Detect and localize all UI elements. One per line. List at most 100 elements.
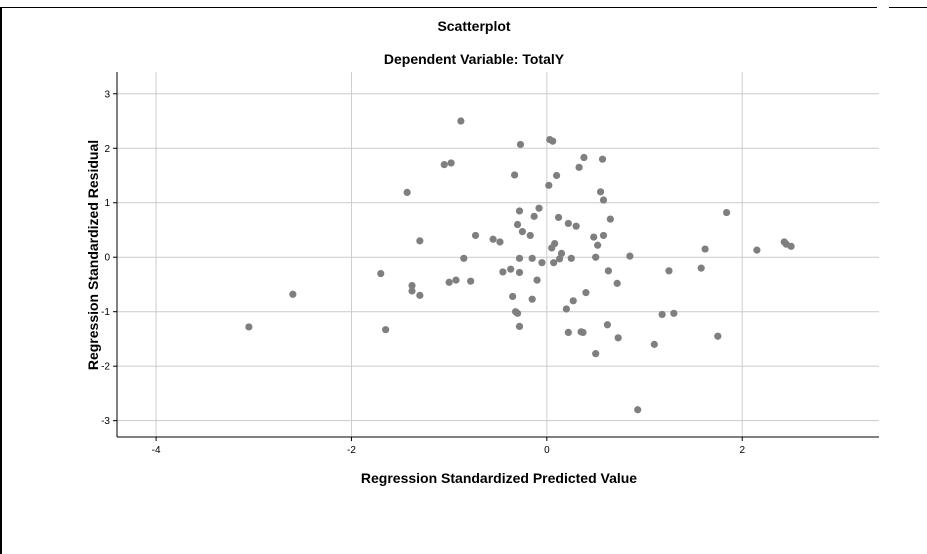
scatter-point xyxy=(408,287,416,295)
scatter-point xyxy=(528,254,536,262)
scatter-point xyxy=(245,323,253,331)
scatter-point xyxy=(515,254,524,262)
scatter-point xyxy=(377,269,385,278)
scatter-point xyxy=(489,235,497,243)
scatter-point xyxy=(592,253,600,261)
scatter-point xyxy=(530,212,538,220)
scatter-point xyxy=(572,222,580,230)
y-tick-label: -3 xyxy=(101,416,110,427)
scatter-point xyxy=(513,220,522,229)
scatter-point xyxy=(511,171,519,179)
scatter-point xyxy=(545,181,553,189)
scatter-point xyxy=(538,259,546,267)
scatter-point xyxy=(513,309,522,317)
scatter-point xyxy=(634,406,642,414)
scatter-point xyxy=(603,321,612,329)
scatter-point xyxy=(382,326,390,334)
y-tick-label: 2 xyxy=(104,144,110,155)
scatter-point xyxy=(594,241,602,249)
scatter-point xyxy=(613,279,621,287)
scatter-point xyxy=(457,117,465,125)
scatter-point xyxy=(535,204,543,212)
scatter-point xyxy=(460,254,468,262)
scatter-point xyxy=(507,265,515,273)
scatter-point xyxy=(553,171,561,180)
scatter-point xyxy=(697,264,705,272)
scatter-point xyxy=(596,188,605,196)
scatter-point xyxy=(590,233,598,241)
scatter-point xyxy=(650,340,658,348)
scatter-point xyxy=(496,238,504,246)
scatter-point xyxy=(604,267,612,275)
scatter-point xyxy=(567,254,575,262)
chart-title: Scatterplot xyxy=(437,18,510,34)
scatter-point xyxy=(515,268,524,277)
scatter-point xyxy=(658,310,666,319)
scatter-point xyxy=(554,213,563,222)
scatter-point xyxy=(592,350,600,358)
scatter-point xyxy=(665,267,673,275)
x-tick-label: -2 xyxy=(347,445,356,456)
scatter-point xyxy=(403,188,411,196)
scatter-point xyxy=(528,295,536,303)
scatter-point xyxy=(614,334,622,342)
scatter-point xyxy=(516,140,525,149)
scatter-point xyxy=(515,207,524,215)
scatter-point xyxy=(467,277,475,285)
scatter-point xyxy=(440,161,448,169)
y-tick-label: 1 xyxy=(104,198,110,209)
scatter-point xyxy=(416,237,424,245)
scatter-point xyxy=(580,153,588,162)
frame-left-border xyxy=(0,7,2,554)
scatter-point xyxy=(599,231,608,240)
scatter-point xyxy=(499,268,507,276)
scatter-point xyxy=(289,290,297,298)
scatter-point xyxy=(445,278,453,286)
scatter-point xyxy=(452,276,460,284)
scatter-point xyxy=(701,245,709,253)
y-axis-ticks: -3 -2 -1 0 1 2 3 xyxy=(101,89,117,427)
scatter-point xyxy=(416,291,424,299)
gridlines xyxy=(117,72,879,437)
scatter-point xyxy=(753,246,761,254)
scatter-point xyxy=(598,155,607,163)
scatter-point xyxy=(626,252,634,260)
scatter-point xyxy=(564,219,572,228)
x-tick-label: 2 xyxy=(739,445,745,456)
scatter-point xyxy=(518,228,527,236)
scatter-point xyxy=(550,259,558,267)
y-axis-title: Regression Standardized Residual xyxy=(85,140,101,370)
scatter-point xyxy=(606,215,614,223)
scatter-point xyxy=(447,159,455,167)
y-tick-label: 0 xyxy=(104,253,110,264)
scatter-point xyxy=(526,231,534,240)
scatter-point xyxy=(714,332,722,340)
scatter-point xyxy=(564,328,572,337)
scatter-point xyxy=(471,231,480,240)
chart-subtitle: Dependent Variable: TotalY xyxy=(384,51,565,67)
y-tick-label: -2 xyxy=(101,362,110,373)
data-points xyxy=(245,117,795,414)
frame-top-border xyxy=(0,7,877,8)
scatter-point xyxy=(579,328,587,337)
scatter-point xyxy=(557,249,566,258)
axes xyxy=(116,72,879,438)
y-tick-label: 3 xyxy=(104,89,110,100)
scatter-point xyxy=(515,322,524,331)
scatter-point xyxy=(533,276,541,284)
x-tick-label: -4 xyxy=(152,445,161,456)
scatter-point xyxy=(551,240,559,248)
scatter-point xyxy=(408,281,416,290)
scatter-point xyxy=(555,255,564,263)
y-tick-label: -1 xyxy=(101,307,110,318)
scatter-point xyxy=(569,297,577,305)
x-axis-title: Regression Standardized Predicted Value xyxy=(361,470,637,486)
x-axis-ticks: -4 -2 0 2 xyxy=(152,437,745,456)
scatter-point xyxy=(562,305,570,313)
scatter-point xyxy=(599,196,608,204)
x-tick-label: 0 xyxy=(544,445,550,456)
scatter-point xyxy=(670,309,678,317)
scatter-point xyxy=(549,137,557,145)
